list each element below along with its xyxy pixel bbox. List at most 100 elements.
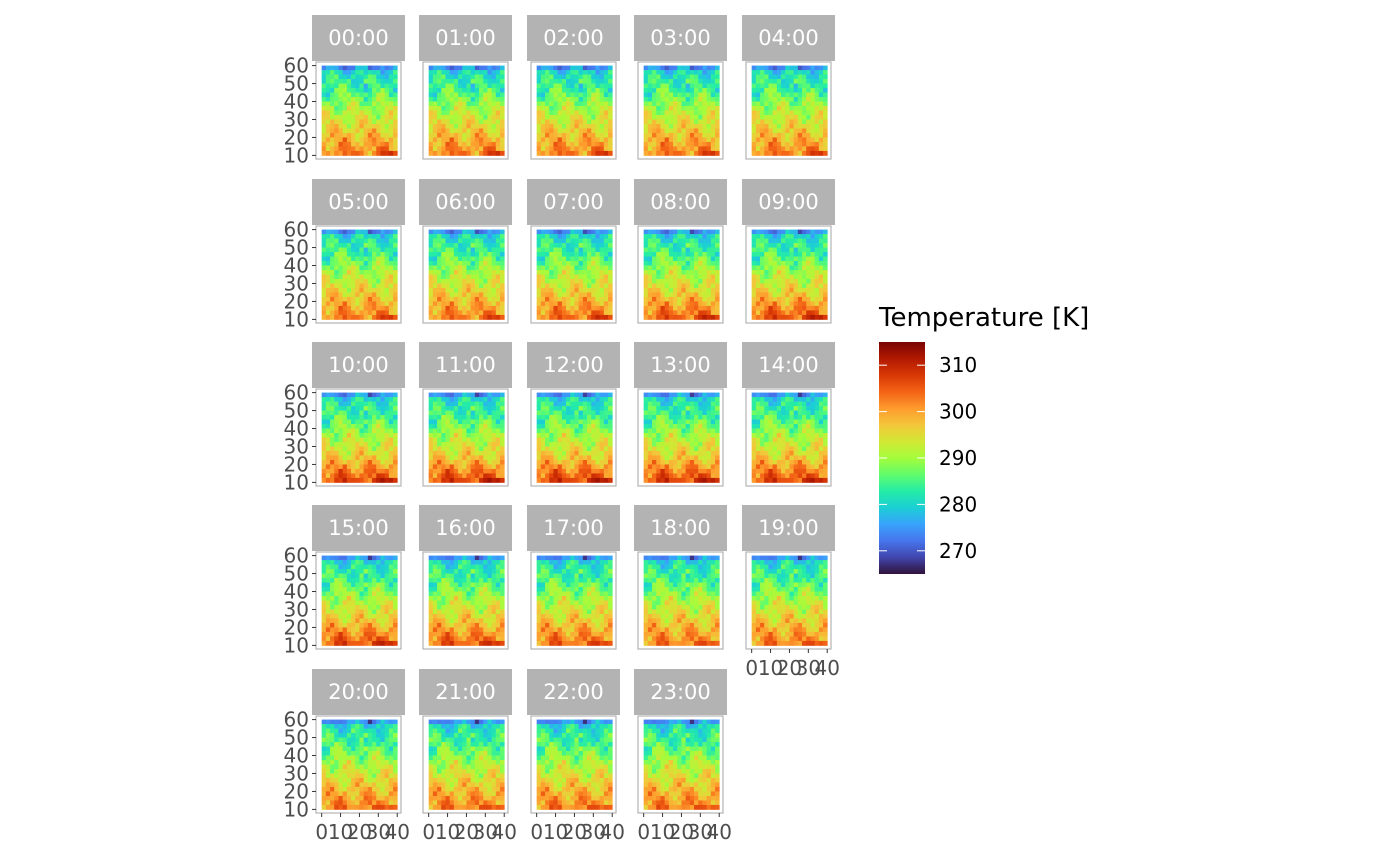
heat-cell (393, 314, 398, 320)
heat-cell (393, 92, 398, 98)
heat-cell (603, 252, 609, 257)
heat-cell (483, 437, 488, 443)
heat-cell (566, 88, 571, 93)
heat-cell (668, 146, 674, 152)
heat-cell (458, 292, 463, 298)
heat-cell (806, 292, 811, 298)
heat-cell (570, 296, 575, 302)
heat-cell (359, 410, 365, 416)
heat-cell (445, 234, 451, 239)
heat-cell (384, 270, 390, 275)
heat-cell (372, 238, 377, 244)
heat-cell (789, 301, 795, 307)
heat-cell (536, 92, 542, 98)
heat-cell (384, 83, 390, 89)
heat-cell (561, 101, 567, 107)
heat-cell (359, 74, 365, 80)
heat-cell (367, 70, 373, 75)
heat-cell (342, 114, 348, 120)
heat-cell (491, 446, 497, 452)
heat-cell (591, 459, 596, 465)
heat-cell (677, 132, 682, 138)
heat-cell (453, 410, 459, 416)
heat-cell (553, 283, 559, 289)
heat-cell (549, 110, 554, 116)
heat-cell (755, 310, 761, 316)
heat-cell (785, 146, 790, 152)
y-tick-label: 60 (284, 218, 309, 242)
heat-cell (570, 252, 575, 257)
heat-cell (483, 83, 488, 89)
heat-cell (540, 101, 546, 107)
heat-cell (755, 305, 761, 311)
heat-cell (474, 238, 480, 244)
heat-cell (428, 424, 434, 429)
heat-cell (330, 119, 335, 125)
heat-cell (367, 270, 373, 275)
heat-cell (470, 252, 476, 257)
heat-cell (470, 292, 476, 298)
heat-cell (367, 97, 373, 102)
heat-cell (561, 477, 567, 483)
heat-cell (474, 477, 480, 483)
heat-cell (540, 229, 546, 235)
heat-cell (487, 292, 493, 298)
heat-cell (487, 101, 493, 107)
heat-cell (487, 106, 493, 111)
heat-cell (474, 310, 480, 316)
heat-cell (810, 296, 816, 302)
heat-cell (587, 292, 592, 298)
heat-cell (814, 83, 820, 89)
heat-cell (557, 437, 563, 443)
heat-cell (536, 146, 542, 152)
heat-cell (363, 464, 369, 470)
heat-cell (367, 74, 373, 80)
heat-cell (474, 314, 480, 320)
heat-cell (603, 406, 609, 411)
heat-cell (367, 406, 373, 411)
heat-cell (495, 468, 501, 474)
heat-cell (698, 119, 703, 125)
heat-cell (388, 110, 394, 116)
heat-cell (376, 234, 381, 239)
heat-cell (346, 301, 352, 307)
heat-cell (372, 252, 377, 257)
heat-cell (346, 92, 352, 98)
heat-cell (570, 459, 575, 465)
heat-cell (393, 406, 398, 411)
heat-cell (388, 477, 394, 483)
heat-cell (474, 70, 480, 75)
heat-cell (462, 137, 467, 143)
heat-cell (789, 137, 795, 143)
heat-cell (359, 110, 365, 116)
heat-cell (380, 247, 386, 253)
heat-cell (595, 392, 601, 398)
heat-cell (664, 310, 670, 316)
heat-cell (818, 287, 824, 293)
heat-cell (367, 314, 373, 320)
heat-cell (818, 79, 824, 84)
heat-cell (453, 419, 459, 425)
heat-cell (453, 278, 459, 284)
heat-cell (553, 274, 559, 280)
heat-cell (441, 123, 446, 129)
heat-cell (545, 477, 550, 483)
heat-cell (608, 101, 613, 107)
heat-cell (536, 79, 542, 84)
heat-cell (776, 296, 782, 302)
heat-cell (755, 146, 761, 152)
heat-cell (760, 261, 765, 266)
heat-cell (355, 473, 360, 479)
heat-cell (557, 123, 563, 129)
heat-cell (599, 424, 605, 429)
heat-cell (495, 278, 501, 284)
heat-cell (549, 256, 554, 262)
heat-cell (380, 146, 386, 152)
heat-cell (321, 123, 327, 129)
heat-cell (495, 287, 501, 293)
heat-cell (595, 397, 601, 402)
heat-cell (702, 401, 708, 407)
heat-cell (462, 401, 467, 407)
heat-cell (673, 397, 678, 402)
heat-cell (363, 238, 369, 244)
